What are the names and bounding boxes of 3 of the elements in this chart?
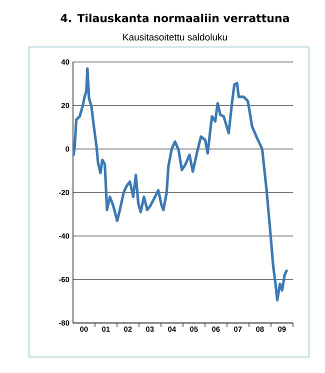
- chart-title: 4. Tilauskanta normaaliin verrattuna: [60, 14, 289, 22]
- line-series: [72, 67, 288, 302]
- chart-subtitle: Kausitasoitettu saldoluku: [123, 34, 227, 40]
